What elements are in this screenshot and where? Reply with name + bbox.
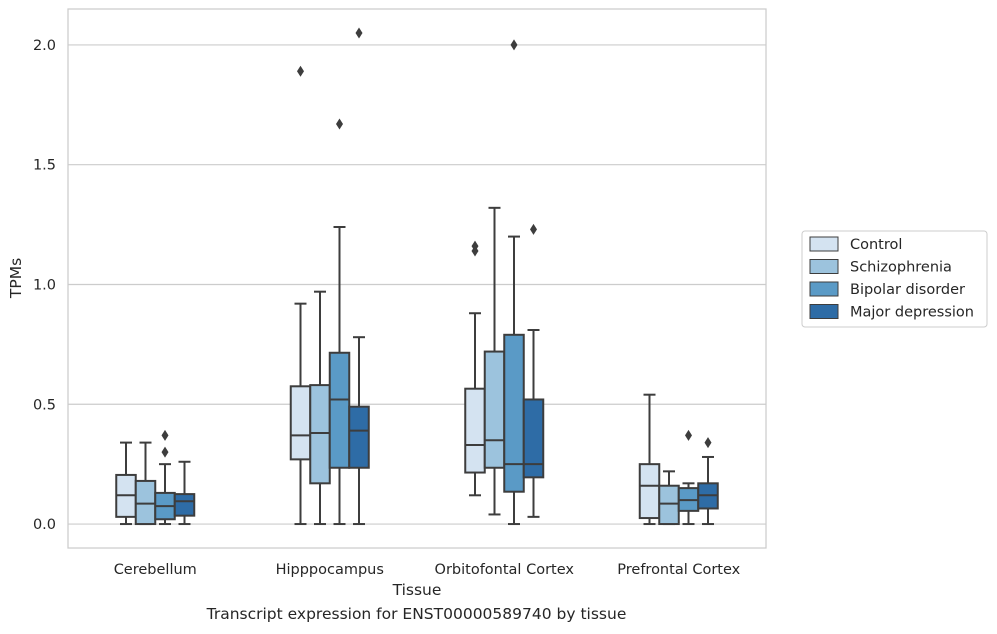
outlier-point <box>530 223 537 235</box>
box <box>522 223 545 518</box>
outlier-point <box>297 65 304 77</box>
y-tick-label: 2.0 <box>33 38 56 54</box>
legend-swatch <box>809 304 839 319</box>
box-body <box>464 387 486 474</box>
y-tick-label: 0.0 <box>33 517 56 533</box>
grid-lines <box>68 44 766 525</box>
legend-frame <box>801 230 988 328</box>
box <box>348 27 370 526</box>
box <box>115 441 137 526</box>
box <box>638 393 661 526</box>
box <box>503 39 525 526</box>
legend-label: Schizophrenia <box>850 260 952 276</box>
box-body <box>134 479 157 526</box>
plot-frame <box>67 8 767 549</box>
legend: Control Schizophrenia Bipolar disorder Majo… <box>801 230 988 328</box>
legend-label: Control <box>850 237 902 253</box>
box <box>134 441 157 526</box>
box-body <box>503 333 525 493</box>
box-body <box>173 493 196 517</box>
box-body <box>483 350 506 469</box>
box <box>154 429 176 526</box>
legend-swatch <box>809 281 839 297</box>
outlier-point <box>685 429 692 441</box>
box <box>697 437 719 526</box>
chart-caption: Transcript expression for ENST0000058974… <box>206 605 627 623</box>
box <box>173 460 196 526</box>
x-tick-label: Orbitofontal Cortex <box>435 562 575 578</box>
legend-swatch <box>809 236 839 252</box>
legend-swatch <box>809 259 839 274</box>
box-body <box>348 405 370 469</box>
x-tick-label: Hipppocampus <box>276 562 384 578</box>
outlier-point <box>336 118 343 130</box>
box <box>677 429 700 526</box>
box <box>464 240 486 497</box>
box <box>309 290 331 526</box>
outlier-point <box>471 240 479 252</box>
y-tick-label: 0.5 <box>33 397 56 413</box>
box-layer <box>115 27 719 526</box>
box <box>658 470 680 526</box>
y-axis-label: TPMs <box>7 258 25 299</box>
legend-label: Major depression <box>850 305 974 321</box>
box <box>328 118 351 526</box>
outlier-point <box>510 39 518 51</box>
box <box>289 65 312 526</box>
box-body <box>328 351 351 469</box>
outlier-point <box>161 446 169 458</box>
outlier-point <box>704 437 712 449</box>
box <box>483 206 506 516</box>
outlier-point <box>161 429 169 441</box>
x-tick-labels: Cerebellum Hipppocampus Orbitofontal Corte… <box>114 562 741 578</box>
y-tick-label: 1.5 <box>33 158 56 174</box>
x-tick-label: Prefrontal Cortex <box>617 562 740 578</box>
box-body <box>658 484 680 526</box>
legend-label: Bipolar disorder <box>850 282 965 298</box>
box-body <box>638 463 661 520</box>
x-axis-label: Tissue <box>392 581 442 599</box>
outlier-point <box>355 27 363 39</box>
x-tick-label: Cerebellum <box>114 562 197 578</box>
box-body <box>522 398 545 479</box>
y-tick-label: 1.0 <box>33 277 56 293</box>
box-body <box>289 385 312 461</box>
y-tick-labels: 0.0 0.5 1.0 1.5 2.0 <box>33 38 56 533</box>
box-body <box>309 384 331 485</box>
